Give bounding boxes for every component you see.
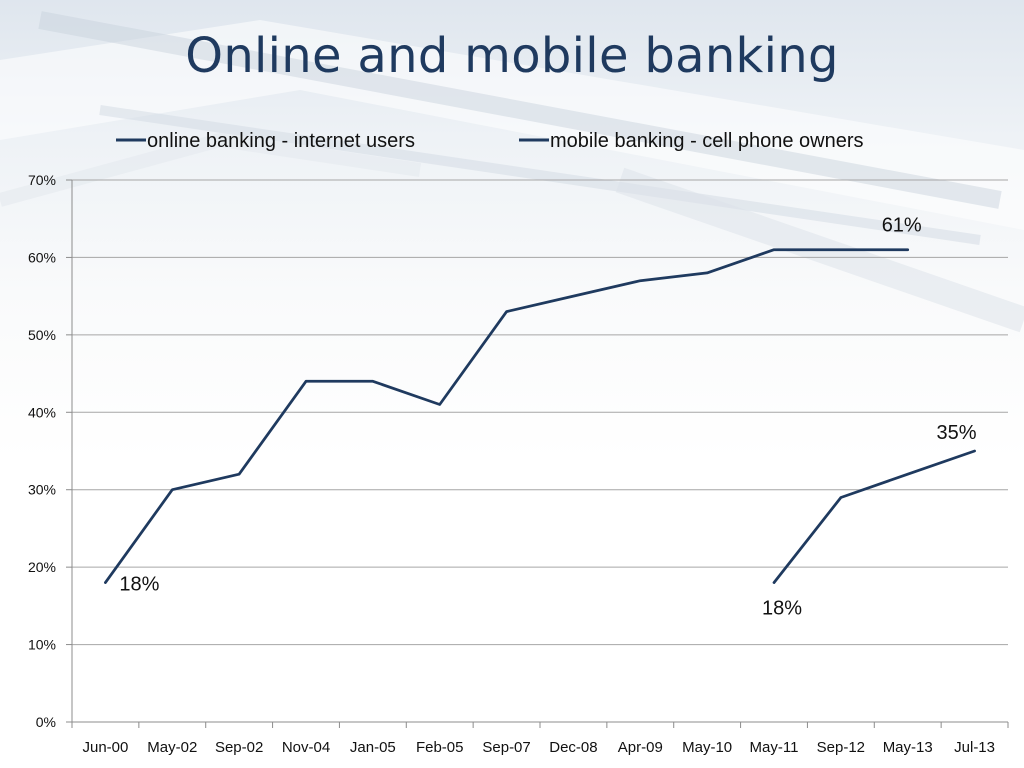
series-line-online-banking [104, 248, 910, 584]
data-labels: 18% 61% 18% 35% [119, 215, 976, 620]
y-tick-label: 60% [28, 249, 56, 265]
y-tick-label: 50% [28, 327, 56, 343]
axes: 0% 10% 20% 30% 40% 50% 60% 70% Jun-00 May-02 Sep-0… [28, 172, 1009, 756]
x-tick-label: May-10 [682, 739, 732, 756]
legend: online banking - internet users mobile ba… [116, 130, 864, 152]
data-label: 35% [937, 422, 977, 444]
y-tick-label: 70% [28, 172, 56, 188]
series-line-mobile-banking [772, 449, 976, 584]
slide-title: Online and mobile banking [185, 28, 839, 84]
x-tick-label: Dec-08 [549, 739, 597, 756]
gridlines [72, 179, 1008, 723]
x-tick-label: Jun-00 [82, 739, 128, 756]
y-tick-label: 0% [36, 714, 56, 730]
x-tick-label: May-11 [750, 739, 799, 756]
x-tick-label: Jan-05 [350, 739, 396, 756]
x-tick-label: Sep-07 [482, 739, 530, 756]
legend-label: mobile banking - cell phone owners [550, 130, 864, 152]
x-tick-label: Jul-13 [954, 739, 995, 756]
y-tick-label: 20% [28, 559, 56, 575]
x-tick-label: May-13 [883, 739, 933, 756]
series-lines [104, 248, 976, 584]
data-label: 18% [762, 598, 802, 620]
data-label: 18% [119, 574, 159, 596]
x-tick-label: Apr-09 [618, 739, 663, 756]
y-tick-label: 40% [28, 404, 56, 420]
x-tick-label: Sep-12 [817, 739, 865, 756]
y-tick-label: 10% [28, 637, 56, 653]
legend-label: online banking - internet users [147, 130, 415, 152]
data-label: 61% [882, 215, 922, 237]
y-tick-label: 30% [28, 482, 56, 498]
x-tick-label: Nov-04 [282, 739, 330, 756]
x-tick-label: May-02 [147, 739, 197, 756]
x-tick-label: Feb-05 [416, 739, 464, 756]
x-tick-label: Sep-02 [215, 739, 263, 756]
